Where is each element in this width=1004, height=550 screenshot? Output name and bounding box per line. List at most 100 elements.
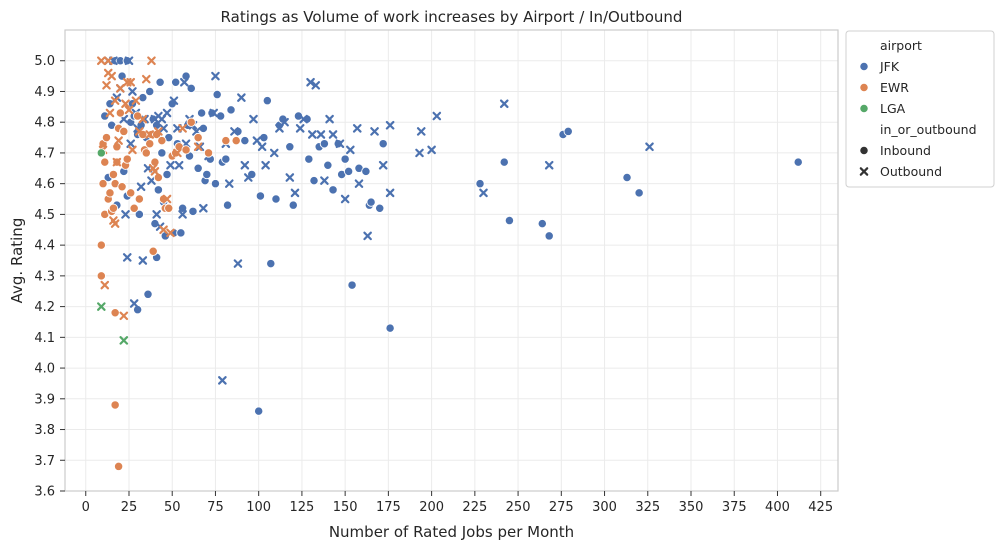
data-point-jfk-outbound — [325, 114, 334, 124]
x-tick-label: 200 — [419, 500, 444, 515]
data-point-ewr-outbound — [138, 114, 148, 124]
x-tick-label: 50 — [164, 500, 181, 515]
data-point-jfk-inbound — [378, 139, 388, 149]
data-point-lga-inbound — [96, 148, 106, 158]
data-point-ewr-outbound — [97, 56, 106, 66]
data-point-jfk-inbound — [122, 56, 132, 66]
data-point-jfk-inbound — [285, 142, 295, 152]
data-point-jfk-outbound — [199, 203, 208, 213]
x-tick-label: 250 — [506, 500, 531, 515]
legend-marker-outbound — [859, 167, 869, 176]
data-point-jfk-inbound — [544, 231, 554, 241]
data-point-jfk-outbound — [140, 114, 149, 124]
y-tick-label: 4.9 — [34, 85, 55, 100]
data-point-jfk-inbound — [340, 154, 350, 164]
data-point-ewr-outbound — [107, 71, 116, 81]
data-point-jfk-outbound — [479, 188, 488, 198]
data-point-jfk-outbound — [363, 231, 372, 241]
data-point-jfk-outbound — [122, 253, 132, 262]
data-point-jfk-outbound — [352, 124, 362, 133]
data-point-ewr-inbound — [203, 148, 214, 158]
data-point-jfk-outbound — [166, 160, 175, 170]
data-point-ewr-outbound — [141, 74, 151, 84]
data-point-jfk-inbound — [221, 154, 231, 164]
x-tick-label: 425 — [808, 500, 833, 515]
data-point-jfk-outbound — [544, 160, 554, 170]
data-point-lga-outbound — [97, 302, 106, 311]
data-point-jfk-outbound — [370, 127, 379, 136]
x-tick-label: 275 — [549, 500, 574, 515]
data-point-jfk-inbound — [177, 203, 188, 213]
data-point-jfk-outbound — [230, 127, 239, 136]
x-tick-label: 300 — [592, 500, 617, 515]
data-point-jfk-outbound — [152, 210, 161, 219]
data-point-jfk-outbound — [174, 160, 184, 170]
y-tick-label: 4.0 — [34, 362, 55, 377]
data-point-ewr-outbound — [105, 108, 115, 118]
data-point-ewr-inbound — [122, 154, 132, 164]
data-point-ewr-outbound — [110, 219, 120, 228]
data-point-ewr-inbound — [115, 108, 125, 118]
data-point-jfk-inbound — [155, 77, 165, 87]
data-point-ewr-inbound — [164, 203, 174, 213]
data-point-ewr-inbound — [96, 271, 106, 281]
data-point-jfk-inbound — [293, 111, 304, 121]
data-point-jfk-outbound — [159, 124, 168, 133]
data-point-jfk-outbound — [316, 130, 326, 139]
data-point-lga-outbound — [119, 336, 129, 345]
data-point-ewr-inbound — [108, 169, 119, 180]
data-point-jfk-outbound — [328, 130, 338, 139]
data-point-jfk-inbound — [622, 172, 632, 183]
data-point-jfk-outbound — [378, 160, 388, 170]
data-point-jfk-inbound — [157, 148, 167, 158]
data-point-jfk-outbound — [237, 93, 246, 102]
data-point-jfk-outbound — [211, 71, 220, 81]
legend: airport in_or_outbound JFK EWR LGA Inbound O… — [845, 30, 995, 188]
data-point-ewr-outbound — [162, 194, 172, 204]
data-point-jfk-outbound — [385, 188, 395, 198]
x-tick-label: 0 — [82, 500, 90, 515]
data-point-jfk-outbound — [354, 179, 364, 188]
data-point-ewr-inbound — [117, 182, 127, 192]
x-tick-label: 25 — [121, 500, 138, 515]
data-point-jfk-inbound — [150, 218, 160, 229]
data-point-jfk-outbound — [169, 96, 179, 105]
data-point-jfk-outbound — [285, 173, 295, 182]
data-points — [96, 56, 803, 472]
data-point-jfk-outbound — [218, 376, 227, 385]
data-point-jfk-outbound — [124, 56, 134, 66]
data-point-ewr-outbound — [121, 99, 130, 109]
data-point-jfk-inbound — [271, 194, 281, 204]
data-point-jfk-outbound — [180, 77, 189, 87]
data-point-ewr-outbound — [102, 81, 111, 90]
y-tick-label: 3.9 — [34, 392, 55, 407]
x-tick-label: 125 — [290, 500, 315, 515]
data-point-ewr-inbound — [141, 148, 151, 158]
data-point-ewr-inbound — [231, 135, 241, 146]
data-point-jfk-outbound — [320, 176, 329, 185]
data-point-jfk-inbound — [634, 188, 644, 198]
y-tick-label: 3.8 — [34, 423, 55, 438]
data-point-jfk-inbound — [319, 139, 330, 149]
data-point-jfk-inbound — [537, 218, 547, 229]
data-point-jfk-outbound — [261, 160, 270, 170]
data-point-jfk-inbound — [366, 197, 376, 207]
data-point-ewr-inbound — [110, 308, 120, 318]
data-point-jfk-outbound — [415, 148, 424, 158]
data-point-ewr-outbound — [135, 127, 144, 136]
data-point-jfk-inbound — [145, 86, 155, 97]
data-point-ewr-outbound — [150, 167, 160, 176]
legend-label-jfk: JFK — [879, 59, 900, 74]
data-point-jfk-inbound — [210, 179, 221, 189]
data-point-ewr-outbound — [103, 56, 113, 66]
x-tick-label: 150 — [333, 500, 358, 515]
chart-title: Ratings as Volume of work increases by A… — [221, 8, 683, 26]
x-tick-labels: 0 25 50 75 100 125 150 175 200 225 250 275 300 325 350… — [82, 491, 833, 515]
data-point-ewr-outbound — [145, 130, 155, 139]
legend-entries: JFK EWR LGA Inbound Outbound — [859, 59, 942, 179]
data-point-jfk-inbound — [226, 105, 236, 115]
data-point-ewr-outbound — [126, 77, 136, 87]
data-point-jfk-inbound — [222, 200, 233, 210]
data-point-ewr-inbound — [96, 240, 106, 250]
data-point-ewr-outbound — [131, 96, 141, 105]
